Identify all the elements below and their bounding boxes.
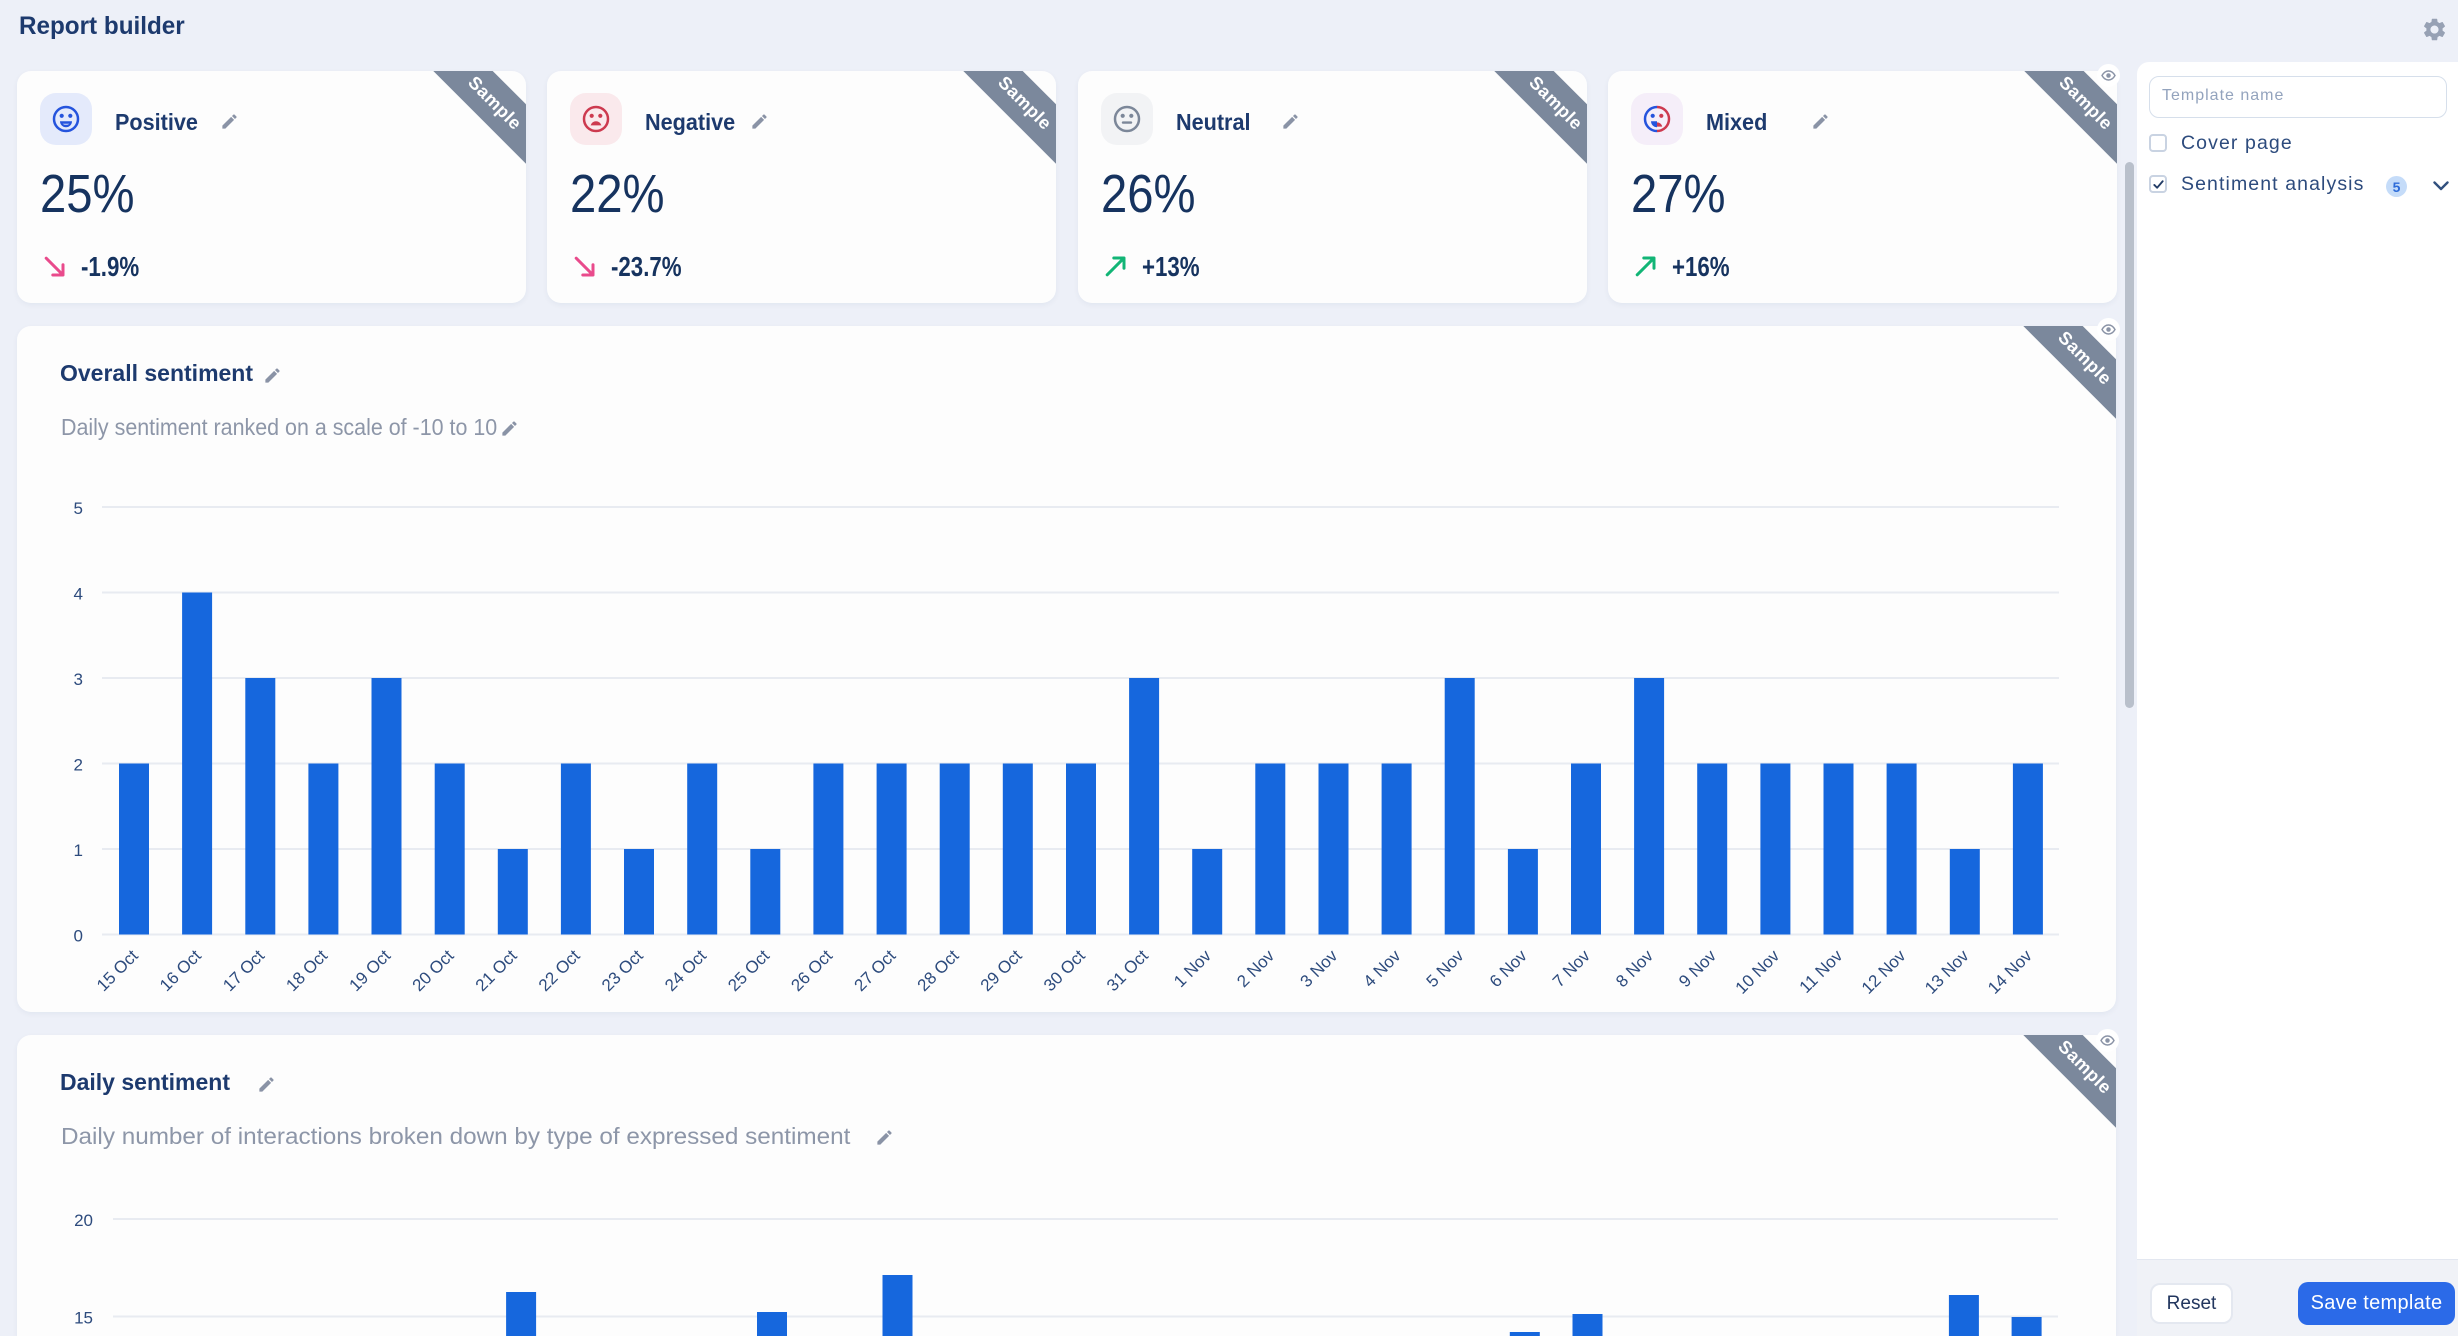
svg-text:24 Oct: 24 Oct [661, 946, 710, 995]
svg-text:3: 3 [74, 670, 83, 689]
svg-text:13 Nov: 13 Nov [1921, 946, 1973, 998]
svg-text:22 Oct: 22 Oct [535, 946, 584, 995]
svg-text:19 Oct: 19 Oct [345, 946, 394, 995]
svg-text:4: 4 [74, 585, 83, 604]
svg-text:1: 1 [74, 841, 83, 860]
svg-text:0: 0 [74, 927, 83, 946]
svg-text:26 Oct: 26 Oct [787, 946, 836, 995]
svg-text:5 Nov: 5 Nov [1423, 946, 1468, 991]
svg-text:18 Oct: 18 Oct [282, 946, 331, 995]
svg-text:12 Nov: 12 Nov [1858, 946, 1910, 998]
svg-text:2: 2 [74, 756, 83, 775]
svg-text:11 Nov: 11 Nov [1796, 946, 1847, 997]
svg-text:20 Oct: 20 Oct [409, 946, 458, 995]
svg-text:16 Oct: 16 Oct [156, 946, 205, 995]
svg-text:1 Nov: 1 Nov [1170, 946, 1215, 991]
svg-text:4 Nov: 4 Nov [1360, 946, 1405, 991]
svg-text:8 Nov: 8 Nov [1612, 946, 1657, 991]
svg-text:17 Oct: 17 Oct [219, 946, 268, 995]
svg-text:15 Oct: 15 Oct [93, 946, 142, 995]
svg-text:14 Nov: 14 Nov [1984, 946, 2036, 998]
svg-text:29 Oct: 29 Oct [977, 946, 1026, 995]
svg-text:10 Nov: 10 Nov [1732, 946, 1784, 998]
svg-text:7 Nov: 7 Nov [1549, 946, 1594, 991]
svg-text:20: 20 [74, 1211, 93, 1230]
svg-text:5: 5 [74, 499, 83, 518]
svg-text:6 Nov: 6 Nov [1486, 946, 1531, 991]
svg-text:25 Oct: 25 Oct [724, 946, 773, 995]
svg-text:27 Oct: 27 Oct [851, 946, 900, 995]
svg-text:15: 15 [74, 1309, 93, 1328]
svg-text:9 Nov: 9 Nov [1675, 946, 1720, 991]
svg-text:2 Nov: 2 Nov [1233, 946, 1278, 991]
svg-text:21 Oct: 21 Oct [472, 946, 521, 995]
svg-text:30 Oct: 30 Oct [1040, 946, 1089, 995]
svg-text:31 Oct: 31 Oct [1103, 946, 1152, 995]
svg-text:3 Nov: 3 Nov [1296, 946, 1341, 991]
svg-text:23 Oct: 23 Oct [598, 946, 647, 995]
svg-text:28 Oct: 28 Oct [914, 946, 963, 995]
